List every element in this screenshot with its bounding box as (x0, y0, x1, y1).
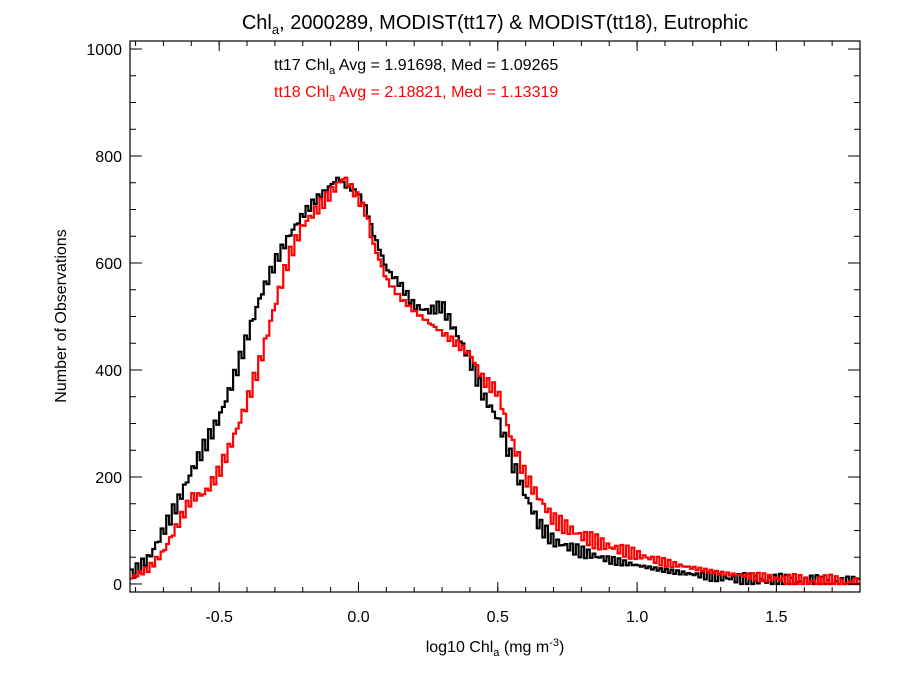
x-tick-label: 1.0 (626, 609, 648, 626)
x-tick-label: 0.0 (347, 609, 369, 626)
y-tick-label: 0 (113, 577, 122, 594)
plot-frame (129, 40, 861, 593)
x-tick-label: 0.5 (487, 609, 509, 626)
stats-annotation-2: tt18 Chla Avg = 2.18821, Med = 1.13319 (274, 84, 558, 104)
x-tick-label: -0.5 (205, 609, 233, 626)
plot-area: -0.5 0.0 0.5 1.0 1.5 0 200 400 600 800 1000 (86, 40, 861, 626)
y-tick-label: 800 (95, 149, 122, 166)
chart-title: Chla, 2000289, MODIST(tt17) & MODIST(tt1… (242, 12, 748, 37)
stats-annotation-1: tt17 Chla Avg = 1.91698, Med = 1.09265 (274, 57, 558, 77)
stats-annotations: tt17 Chla Avg = 1.91698, Med = 1.09265 tt… (274, 57, 558, 104)
series-layer (130, 176, 860, 586)
y-tick-label: 1000 (86, 42, 122, 59)
x-axis-label: log10 Chla (mg m-3) (426, 637, 565, 659)
histogram-series-2 (130, 176, 860, 586)
axis-ticks: -0.5 0.0 0.5 1.0 1.5 0 200 400 600 800 1000 (86, 41, 861, 626)
y-tick-label: 400 (95, 363, 122, 380)
y-tick-label: 200 (95, 470, 122, 487)
histogram-series-1 (130, 176, 860, 586)
y-axis-label: Number of Observations (53, 229, 70, 402)
y-tick-label: 600 (95, 256, 122, 273)
x-tick-label: 1.5 (765, 609, 787, 626)
